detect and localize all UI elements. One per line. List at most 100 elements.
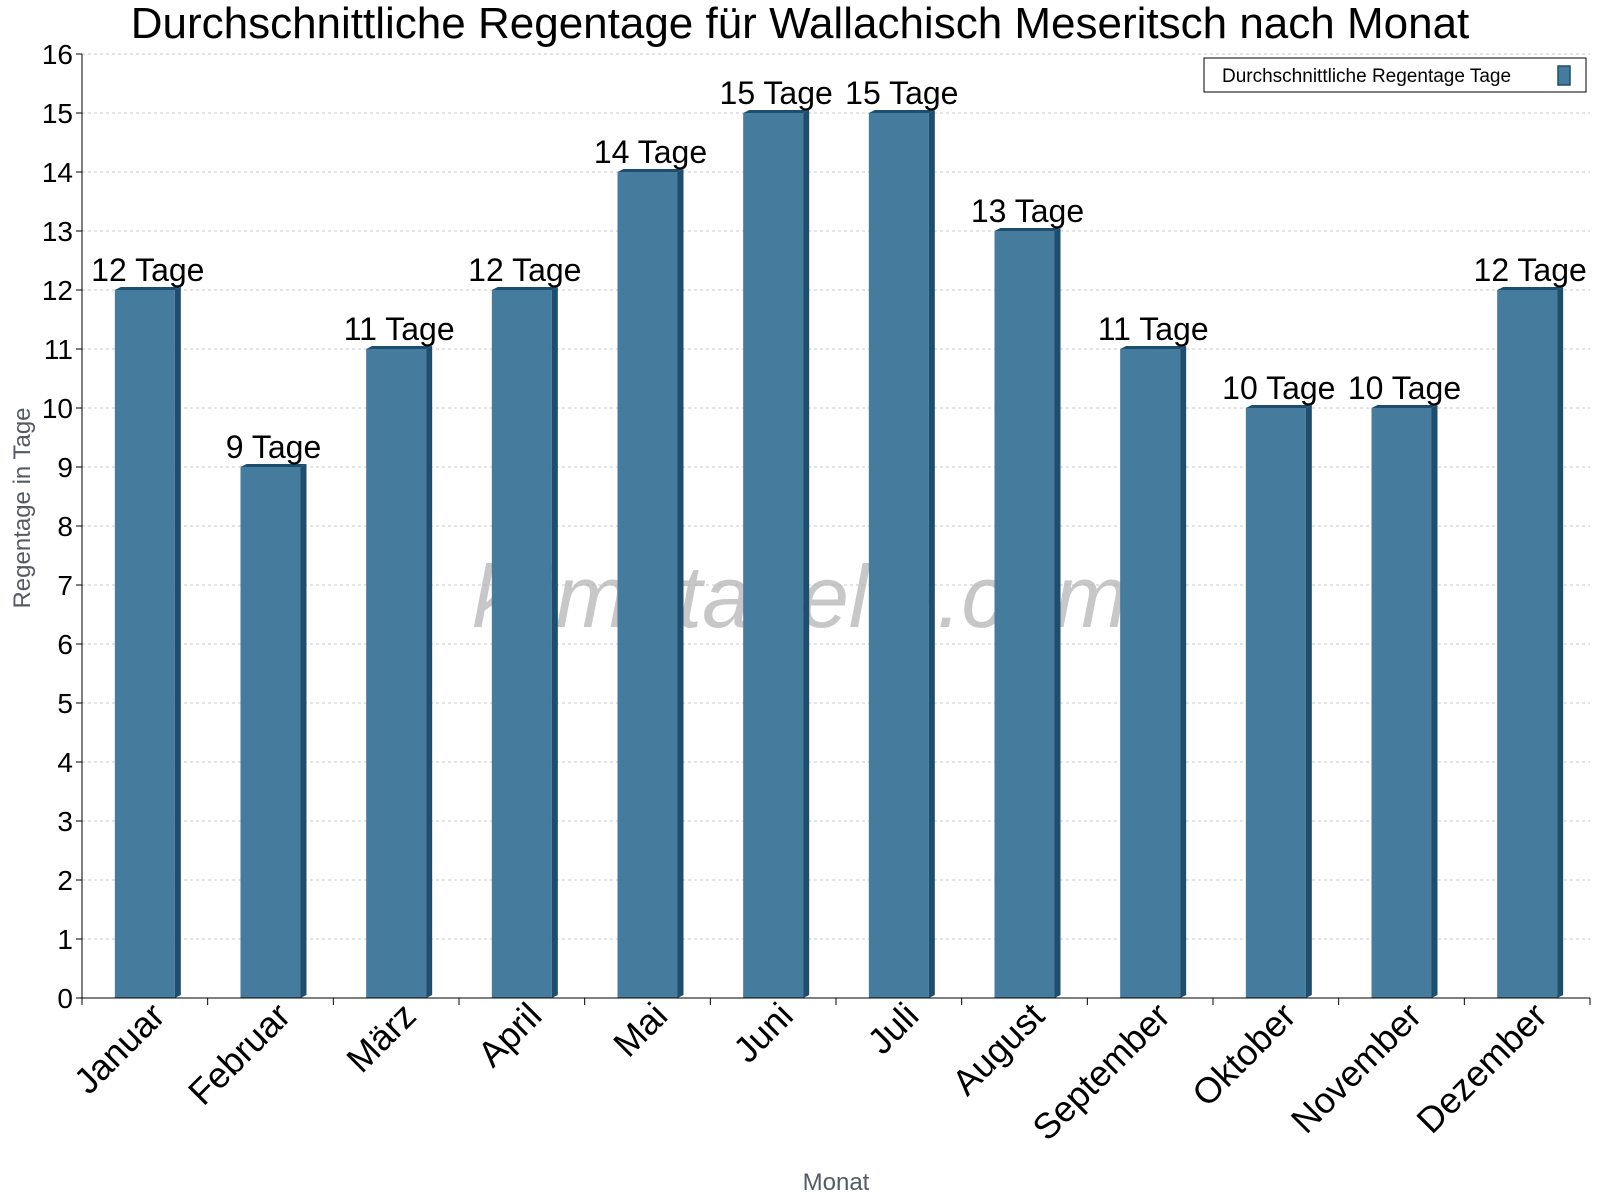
legend-box [1203, 57, 1587, 93]
bar-juli [868, 110, 935, 998]
bar-front [1245, 408, 1306, 998]
x-tick-label: Mai [605, 995, 675, 1065]
bar-august [994, 228, 1061, 998]
data-label: 14 Tage [594, 134, 707, 170]
bar-februar [240, 464, 307, 998]
y-tick-label: 8 [57, 511, 73, 542]
bar-front [366, 349, 427, 998]
chart-title: Durchschnittliche Regentage für Wallachi… [131, 0, 1470, 48]
bar-top [366, 346, 433, 349]
bar-top [1120, 346, 1187, 349]
bar-front [868, 113, 929, 998]
y-tick-label: 15 [42, 98, 73, 129]
y-tick-label: 13 [42, 216, 73, 247]
bar-front [1120, 349, 1181, 998]
legend: Durchschnittliche Regentage Tage [1203, 57, 1587, 93]
bar-side [803, 110, 810, 998]
bar-top [1245, 405, 1312, 408]
bar-mai [617, 169, 684, 998]
data-label: 12 Tage [91, 252, 204, 288]
y-tick-label: 12 [42, 275, 73, 306]
data-label: 10 Tage [1222, 370, 1335, 406]
bar-front [491, 290, 552, 998]
bar-side [1431, 405, 1438, 998]
bar-januar [114, 287, 181, 998]
bar-side [1305, 405, 1312, 998]
bar-top [491, 287, 558, 290]
bars [114, 110, 1564, 998]
bar-front [617, 172, 678, 998]
bar-top [240, 464, 307, 467]
bar-top [1371, 405, 1438, 408]
y-tick-label: 6 [57, 629, 73, 660]
x-tick-label: Juni [725, 995, 801, 1071]
x-tick-label: Dezember [1408, 995, 1554, 1141]
bar-front [114, 290, 175, 998]
x-tick-label: April [470, 995, 550, 1075]
y-tick-label: 11 [44, 334, 73, 365]
data-label: 9 Tage [226, 429, 322, 465]
bar-märz [366, 346, 433, 998]
y-tick-label: 4 [57, 747, 73, 778]
y-tick-label: 1 [57, 924, 73, 955]
axes [76, 53, 1591, 1005]
y-tick-label: 10 [42, 393, 73, 424]
bar-side [1180, 346, 1187, 998]
bar-top [868, 110, 935, 113]
bar-top [114, 287, 181, 290]
data-label: 15 Tage [720, 75, 833, 111]
bar-juni [743, 110, 810, 998]
data-label: 13 Tage [971, 193, 1084, 229]
bar-front [1371, 408, 1432, 998]
x-tick-label: November [1283, 995, 1429, 1141]
data-label: 10 Tage [1348, 370, 1461, 406]
x-tick-label: Februar [180, 995, 298, 1113]
bar-top [743, 110, 810, 113]
bar-april [491, 287, 558, 998]
data-label: 11 Tage [344, 311, 455, 347]
y-tick-label: 7 [57, 570, 73, 601]
x-tick-label: September [1024, 995, 1178, 1149]
bar-side [928, 110, 935, 998]
bar-front [1497, 290, 1558, 998]
data-label: 12 Tage [1474, 252, 1587, 288]
y-tick-label: 16 [42, 39, 73, 70]
y-axis-label: Regentage in Tage [9, 407, 36, 608]
bar-side [551, 287, 558, 998]
legend-label: Durchschnittliche Regentage Tage [1222, 66, 1511, 87]
bar-oktober [1245, 405, 1312, 998]
bar-september [1120, 346, 1187, 998]
y-tick-label: 14 [42, 157, 73, 188]
bar-side [677, 169, 684, 998]
bar-dezember [1497, 287, 1564, 998]
y-tick-label: 9 [57, 452, 73, 483]
x-tick-label: Oktober [1184, 995, 1304, 1115]
bar-november [1371, 405, 1438, 998]
bar-side [426, 346, 433, 998]
y-tick-label: 3 [57, 806, 73, 837]
x-tick-label: Juli [859, 995, 926, 1062]
y-tick-label: 2 [57, 865, 73, 896]
x-tick-labels: Januar Februar März April Mai Juni Juli AugustS… [66, 995, 1555, 1149]
y-tick-label: 0 [57, 983, 73, 1014]
data-label: 12 Tage [468, 252, 581, 288]
bar-side [300, 464, 307, 998]
bar-front [994, 231, 1055, 998]
bar-front [743, 113, 804, 998]
bar-top [1497, 287, 1564, 290]
x-tick-label: Januar [66, 995, 173, 1102]
x-axis-label: Monat [803, 1169, 870, 1196]
y-tick-label: 5 [57, 688, 73, 719]
legend-swatch [1557, 65, 1571, 86]
data-label: 15 Tage [845, 75, 958, 111]
bar-top [994, 228, 1061, 231]
x-tick-label: August [944, 995, 1052, 1103]
x-tick-label: März [338, 995, 424, 1081]
bar-side [1557, 287, 1564, 998]
bar-front [240, 467, 301, 998]
data-label: 11 Tage [1098, 311, 1209, 347]
bar-side [174, 287, 181, 998]
bar-top [617, 169, 684, 172]
